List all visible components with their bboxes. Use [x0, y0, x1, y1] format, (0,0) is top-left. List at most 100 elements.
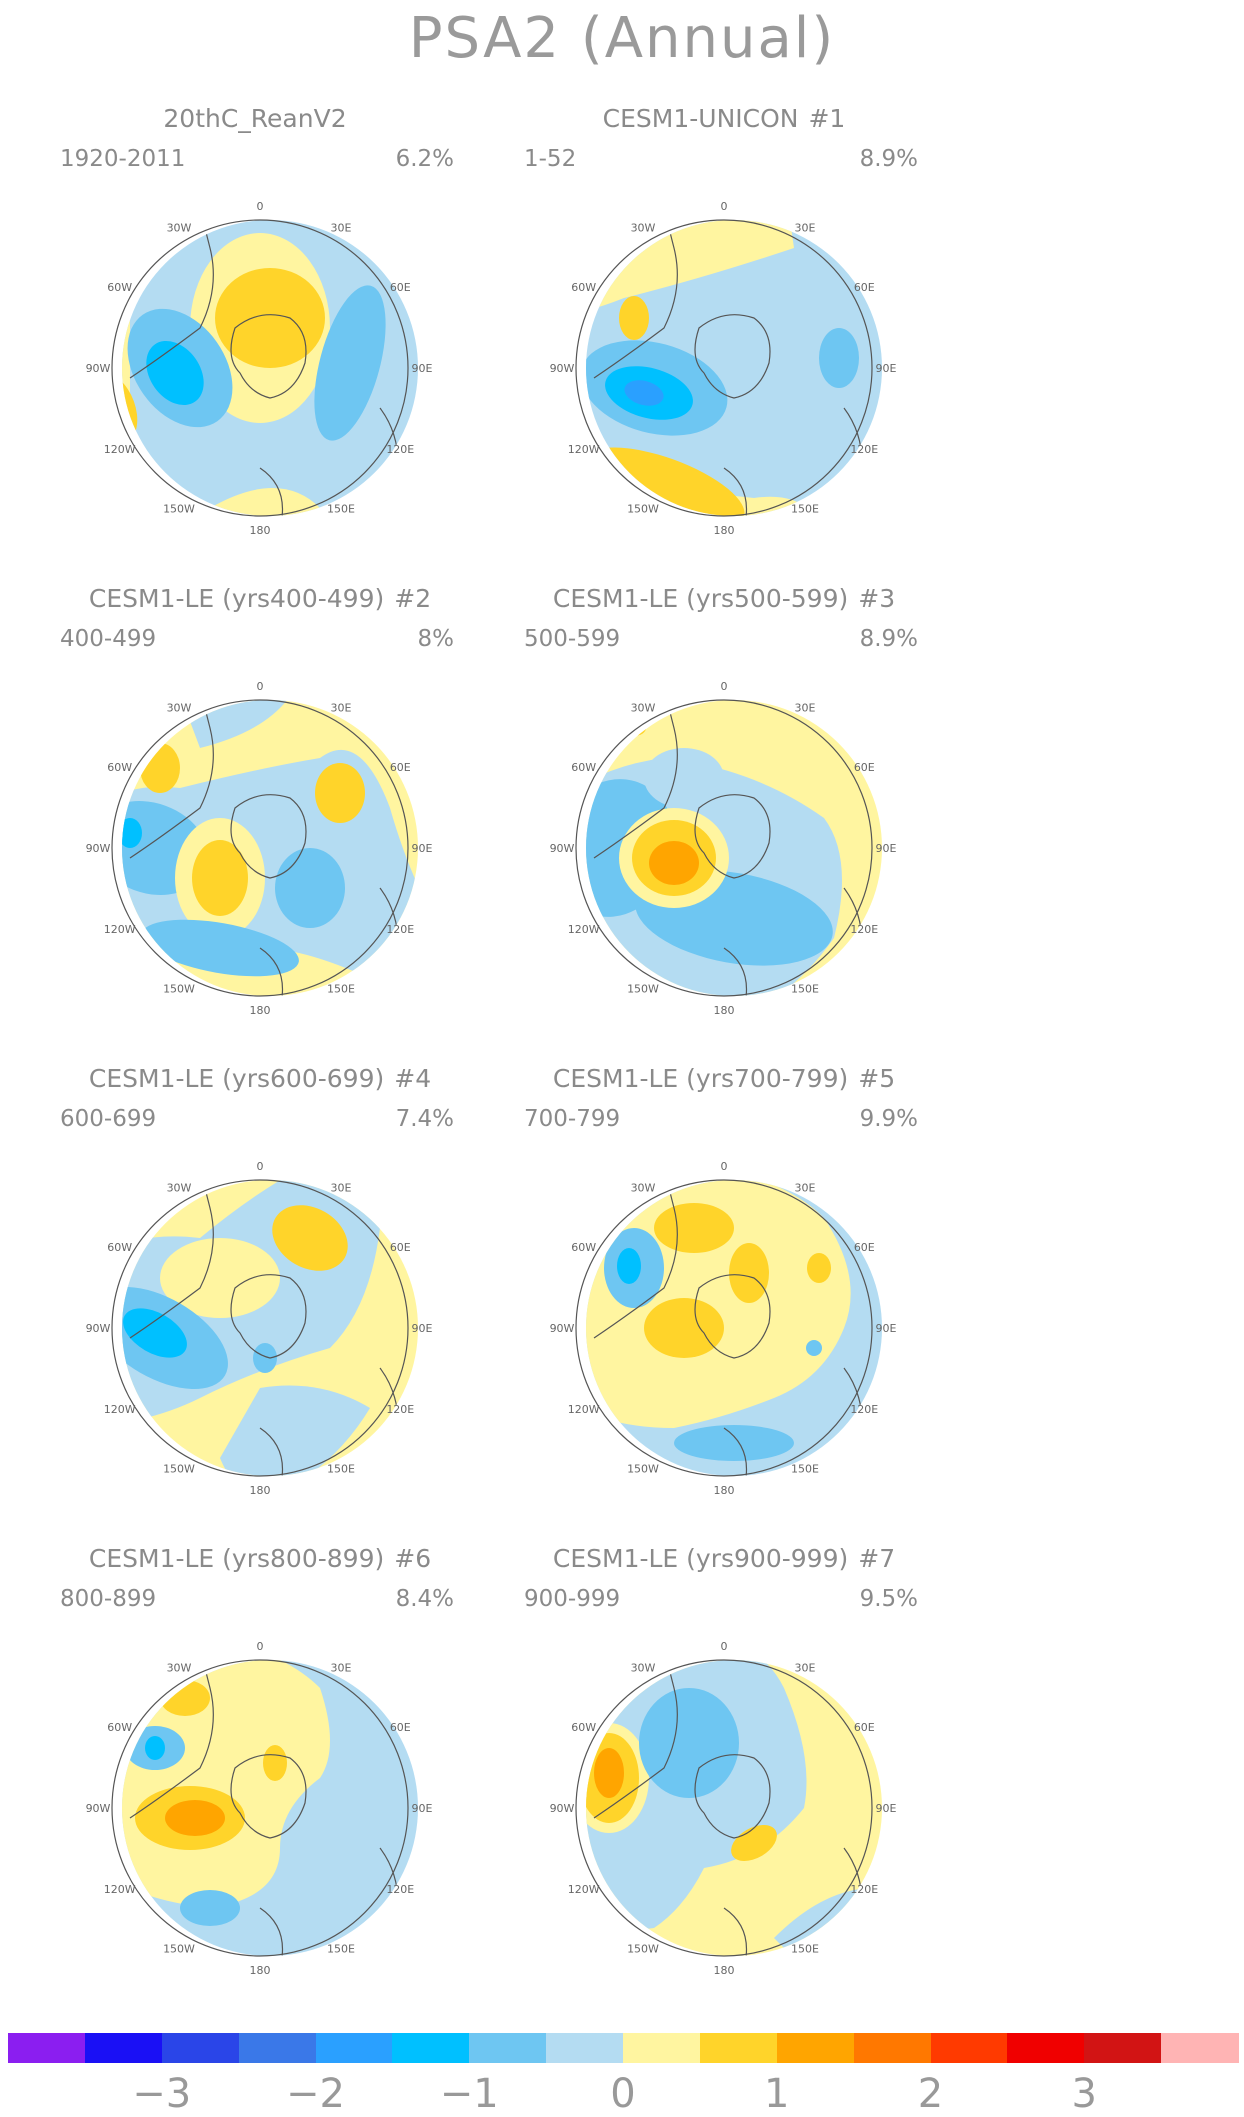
- contour-region: [215, 268, 325, 368]
- colorbar-swatch: [853, 2033, 931, 2063]
- coastline: [593, 220, 678, 379]
- colorbar-swatch: [392, 2033, 470, 2063]
- coastline: [713, 1907, 748, 1956]
- contour-region: [731, 1824, 777, 1862]
- longitude-label: 30E: [331, 702, 352, 715]
- variance-label: 9.9%: [859, 1106, 918, 1132]
- panel-title-text: CESM1-LE (yrs600-699): [88, 1064, 385, 1093]
- period-label: 700-799: [524, 1106, 621, 1132]
- longitude-label: 120E: [850, 923, 878, 936]
- colorbar-swatch: [161, 2033, 240, 2063]
- coastline: [249, 1907, 284, 1956]
- panel-title: CESM1-UNICON #1: [514, 104, 934, 133]
- colorbar-swatch: [84, 2033, 163, 2063]
- longitude-label: 0: [257, 680, 264, 693]
- longitude-label: 180: [714, 1484, 735, 1497]
- map-border: [575, 699, 873, 997]
- longitude-label: 30E: [795, 222, 816, 235]
- colorbar-tick-label: 0: [610, 2071, 636, 2117]
- longitude-label: 90E: [412, 1802, 433, 1815]
- antarctica-coastline: [230, 1754, 307, 1839]
- contour-region: [275, 848, 345, 928]
- longitude-label: 90W: [550, 1322, 575, 1335]
- longitude-label: 0: [257, 1640, 264, 1653]
- longitude-label: 90W: [86, 362, 111, 375]
- longitude-label: 120W: [568, 1403, 600, 1416]
- longitude-label: 60W: [107, 1721, 132, 1734]
- coastline: [360, 168, 410, 208]
- contour-region: [622, 720, 646, 736]
- longitude-label: 30W: [167, 222, 192, 235]
- contour-region: [122, 818, 142, 848]
- period-label: 500-599: [524, 626, 621, 652]
- antarctica-coastline: [694, 1754, 771, 1839]
- colorbar-swatch: [699, 2033, 778, 2063]
- colorbar-swatch: [469, 2033, 547, 2063]
- variance-label: 8.9%: [859, 146, 918, 172]
- panel-title-text: CESM1-LE (yrs900-999): [552, 1544, 849, 1573]
- contour-region: [806, 1340, 822, 1356]
- period-label: 1920-2011: [60, 146, 186, 172]
- antarctica-coastline: [694, 314, 771, 399]
- contour-region: [624, 380, 664, 406]
- coastline: [713, 947, 748, 996]
- longitude-label: 120E: [850, 1883, 878, 1896]
- longitude-label: 60W: [107, 1241, 132, 1254]
- colorbar-tick-label: −1: [439, 2071, 499, 2117]
- contour-region: [165, 1800, 225, 1836]
- longitude-label: 60E: [390, 281, 411, 294]
- coastline: [713, 1427, 748, 1476]
- antarctica-coastline: [230, 794, 307, 879]
- longitude-label: 30W: [631, 1182, 656, 1195]
- period-label: 1-52: [524, 146, 577, 172]
- longitude-label: 60E: [854, 281, 875, 294]
- longitude-label: 90W: [550, 842, 575, 855]
- longitude-label: 60W: [107, 281, 132, 294]
- contour-region: [220, 1385, 370, 1476]
- polar-map: 0 30E 60E 90E 120E 150E 180 150W 120W 90W 60W 30W: [550, 1160, 897, 1497]
- longitude-label: 180: [250, 1484, 271, 1497]
- coastline: [129, 220, 214, 379]
- longitude-label: 0: [721, 200, 728, 213]
- contour-region: [160, 1238, 280, 1318]
- colorbar-swatch: [315, 2033, 393, 2063]
- panel-index: #7: [858, 1544, 896, 1573]
- longitude-label: 150W: [163, 502, 195, 515]
- longitude-label: 120W: [104, 443, 136, 456]
- contour-region: [674, 1425, 794, 1461]
- panel-title-text: CESM1-LE (yrs700-799): [552, 1064, 849, 1093]
- longitude-label: 180: [714, 524, 735, 537]
- longitude-label: 30E: [331, 1182, 352, 1195]
- longitude-label: 0: [257, 200, 264, 213]
- polar-map: 0 30E 60E 90E 120E 150E 180 150W 120W 90W 60W 30W: [550, 200, 897, 537]
- longitude-label: 120W: [568, 1883, 600, 1896]
- longitude-label: 150E: [791, 1942, 819, 1955]
- variance-label: 8.9%: [859, 626, 918, 652]
- longitude-label: 120W: [104, 1403, 136, 1416]
- longitude-label: 120E: [850, 1403, 878, 1416]
- colorbar-tick-label: 2: [917, 2071, 944, 2117]
- contour-region: [617, 1248, 641, 1284]
- map-border: [111, 1179, 409, 1477]
- longitude-label: 30W: [167, 1182, 192, 1195]
- coastline: [129, 1660, 214, 1819]
- contour-region: [140, 743, 180, 793]
- contour-region: [315, 763, 365, 823]
- panel-title: CESM1-LE (yrs900-999) #7: [514, 1544, 934, 1573]
- coastline: [360, 1608, 410, 1648]
- longitude-label: 120W: [104, 923, 136, 936]
- panel-title-text: CESM1-UNICON: [602, 104, 799, 133]
- contour-region: [807, 1253, 831, 1283]
- longitude-label: 90E: [876, 1322, 897, 1335]
- longitude-label: 150E: [327, 982, 355, 995]
- contour-region: [122, 221, 130, 468]
- longitude-label: 120E: [386, 443, 414, 456]
- longitude-label: 60W: [571, 761, 596, 774]
- longitude-label: 60E: [390, 761, 411, 774]
- contour-region: [180, 1890, 240, 1926]
- panel-title: CESM1-LE (yrs500-599) #3: [514, 584, 934, 613]
- contour-region: [192, 840, 248, 916]
- colorbar-swatch: [930, 2033, 1008, 2063]
- coastline: [249, 467, 284, 516]
- longitude-label: 30W: [167, 1662, 192, 1675]
